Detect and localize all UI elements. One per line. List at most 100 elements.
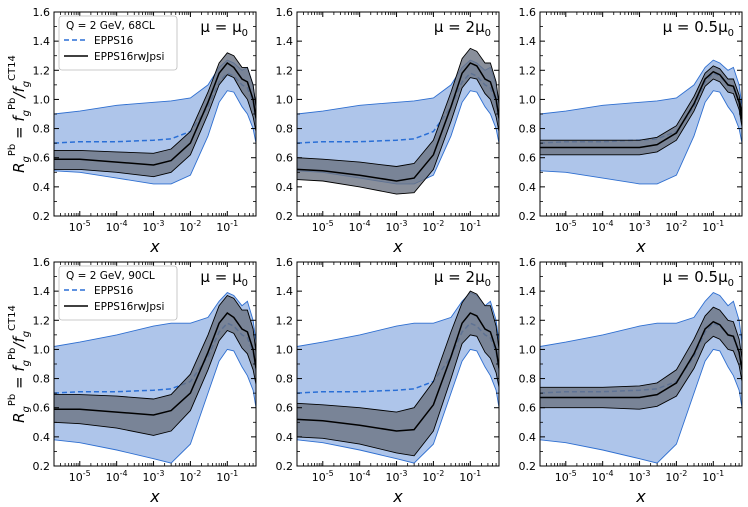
- epps16-band-upper-edge: [540, 59, 742, 115]
- x-tick-label: 10-2: [422, 469, 444, 484]
- epps16rwjpsi-band: [297, 48, 499, 195]
- epps16-band: [540, 292, 742, 464]
- panel-label: μ = μ0: [200, 268, 248, 289]
- y-tick-label: 1.4: [519, 285, 537, 298]
- epps16rwjpsi-band-lower-edge: [540, 78, 742, 156]
- epps16rwjpsi-band-upper-edge: [54, 294, 256, 400]
- y-tick-label: 1.2: [33, 314, 51, 327]
- y-axis-label: RgPb = fgPb/fgCT14: [7, 305, 32, 423]
- x-axis-label: x: [149, 237, 160, 256]
- y-tick-label: 1.0: [33, 93, 51, 106]
- y-tick-label: 1.6: [519, 256, 537, 269]
- y-tick-label: 0.8: [519, 373, 537, 386]
- y-tick-label: 0.8: [33, 373, 51, 386]
- epps16-band-lower-edge: [54, 90, 256, 185]
- y-tick-label: 0.4: [276, 181, 294, 194]
- y-tick-label: 0.8: [276, 123, 294, 136]
- y-tick-label: 1.2: [33, 64, 51, 77]
- epps16rwjpsi-band: [297, 291, 499, 456]
- x-tick-label: 10-1: [702, 469, 724, 484]
- x-tick-label: 10-4: [592, 469, 614, 484]
- x-tick-label: 10-3: [386, 219, 408, 234]
- y-tick-label: 0.6: [276, 152, 294, 165]
- y-tick-label: 1.0: [276, 93, 294, 106]
- panel-r0-c2: 0.2 0.4 0.6 0.8 1.0 1.2 1.4 1.6 10-5 10-4 10-3 10-2…: [519, 6, 743, 256]
- y-tick-label: 0.4: [519, 181, 537, 194]
- y-tick-label: 0.2: [33, 210, 51, 223]
- epps16-central-line: [297, 322, 499, 394]
- y-tick-label: 0.6: [33, 402, 51, 415]
- x-tick-label: 10-3: [386, 469, 408, 484]
- epps16rwjpsi-band-lower-edge: [540, 335, 742, 410]
- y-tick-label: 0.6: [519, 402, 537, 415]
- x-tick-label: 10-1: [459, 469, 481, 484]
- x-tick-label: 10-2: [665, 469, 687, 484]
- y-tick-label: 0.4: [33, 431, 51, 444]
- x-axis-label: x: [635, 237, 646, 256]
- y-tick-label: 1.2: [519, 64, 537, 77]
- x-tick-label: 10-5: [69, 219, 91, 234]
- x-tick-label: 10-3: [629, 469, 651, 484]
- x-tick-label: 10-4: [592, 219, 614, 234]
- legend-entry: EPPS16rwJpsi: [94, 301, 164, 313]
- epps16rwjpsi-band: [540, 307, 742, 410]
- plot-area: [540, 59, 742, 185]
- epps16rwjpsi-band-upper-edge: [540, 306, 742, 388]
- epps16rwjpsi-band-lower-edge: [297, 334, 499, 457]
- y-tick-label: 1.6: [276, 6, 294, 19]
- x-tick-label: 10-2: [422, 219, 444, 234]
- y-tick-label: 1.2: [276, 314, 294, 327]
- x-tick-label: 10-5: [312, 469, 334, 484]
- epps16rwjpsi-band-upper-edge: [297, 290, 499, 413]
- epps16rwjpsi-central-line: [54, 61, 256, 166]
- epps16rwjpsi-band-upper-edge: [54, 52, 256, 154]
- y-tick-label: 0.8: [33, 123, 51, 136]
- x-tick-label: 10-5: [555, 469, 577, 484]
- y-tick-label: 1.4: [33, 35, 51, 48]
- y-tick-label: 1.6: [33, 256, 51, 269]
- epps16-band-lower-edge: [54, 348, 256, 464]
- plot-area: [54, 292, 256, 464]
- epps16rwjpsi-band-upper-edge: [297, 47, 499, 167]
- x-tick-label: 10-5: [555, 219, 577, 234]
- y-tick-label: 1.4: [519, 35, 537, 48]
- y-tick-label: 0.8: [276, 373, 294, 386]
- x-tick-label: 10-1: [459, 219, 481, 234]
- epps16rwjpsi-central-line: [540, 320, 742, 399]
- panel-r1-c2: 0.2 0.4 0.6 0.8 1.0 1.2 1.4 1.6 10-5 10-4 10-3 10-2…: [519, 256, 743, 506]
- y-tick-label: 1.4: [33, 285, 51, 298]
- y-tick-label: 0.4: [276, 431, 294, 444]
- y-tick-label: 0.2: [33, 460, 51, 473]
- x-tick-label: 10-3: [143, 219, 165, 234]
- x-axis-label: x: [635, 487, 646, 506]
- y-tick-label: 1.6: [33, 6, 51, 19]
- epps16-band-upper-edge: [297, 292, 499, 347]
- legend-box: [58, 265, 178, 321]
- y-tick-label: 0.2: [276, 460, 294, 473]
- x-tick-label: 10-4: [349, 469, 371, 484]
- x-axis-label: x: [149, 487, 160, 506]
- epps16-central-line: [54, 72, 256, 144]
- epps16-band-lower-edge: [297, 348, 499, 464]
- x-tick-label: 10-3: [629, 219, 651, 234]
- plot-area: [54, 52, 256, 185]
- x-tick-label: 10-4: [106, 469, 128, 484]
- legend: Q = 2 GeV, 68CL EPPS16 EPPS16rwJpsi: [58, 15, 178, 71]
- panels: 0.2 0.4 0.6 0.8 1.0 1.2 1.4 1.6 10-5 10-4 10-3 10-2…: [33, 6, 743, 506]
- x-tick-label: 10-4: [106, 219, 128, 234]
- y-tick-label: 0.4: [519, 431, 537, 444]
- panel-label: μ = 2μ0: [434, 268, 491, 289]
- epps16rwjpsi-central-line: [540, 70, 742, 149]
- x-tick-label: 10-2: [179, 219, 201, 234]
- y-tick-label: 0.2: [519, 460, 537, 473]
- legend-title: Q = 2 GeV, 68CL: [66, 20, 155, 32]
- panel-r0-c1: 0.2 0.4 0.6 0.8 1.0 1.2 1.4 1.6 10-5 10-4 10-3 10-2…: [276, 6, 500, 256]
- x-tick-label: 10-4: [349, 219, 371, 234]
- epps16rwjpsi-band: [54, 52, 256, 177]
- plot-area: [297, 47, 499, 195]
- y-tick-label: 1.6: [276, 256, 294, 269]
- panel-label: μ = 2μ0: [434, 18, 491, 39]
- epps16rwjpsi-central-line: [54, 311, 256, 416]
- x-axis-label: x: [392, 237, 403, 256]
